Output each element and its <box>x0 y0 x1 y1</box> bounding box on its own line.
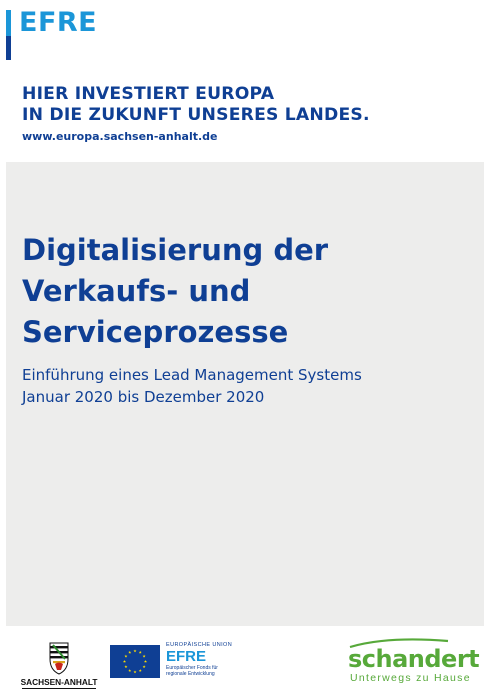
company-tagline: Unterwegs zu Hause <box>350 672 471 684</box>
title-line-3: Serviceprozesse <box>22 315 289 349</box>
eu-star-icon <box>142 665 146 669</box>
efre-logo-text: EFRE <box>19 7 98 38</box>
efre-logo-bar-dark <box>6 36 11 60</box>
eu-star-icon <box>138 668 142 672</box>
slogan-line-2: IN DIE ZUKUNFT UNSERES LANDES. <box>22 105 370 125</box>
state-label: SACHSEN-ANHALT <box>20 677 98 687</box>
footer-logos: SACHSEN-ANHALT EUROPÄISCHE UNION EFRE Eu… <box>0 630 489 691</box>
eu-fund-desc-1: Europäischer Fonds für <box>166 665 218 671</box>
eu-efre-logo: EUROPÄISCHE UNION EFRE Europäischer Fond… <box>166 642 232 677</box>
state-coat-of-arms-icon <box>49 642 69 675</box>
eu-fund-desc-2: regionale Entwicklung <box>166 671 215 677</box>
state-label-underline <box>22 688 96 689</box>
eu-star-icon <box>124 665 128 669</box>
eu-star-icon <box>133 670 137 674</box>
eu-star-icon <box>138 650 142 654</box>
sachsen-anhalt-logo: SACHSEN-ANHALT <box>20 640 98 690</box>
eu-star-icon <box>128 668 132 672</box>
title-line-1: Digitalisierung der <box>22 233 329 267</box>
document-title: Digitalisierung der Verkaufs- und Servic… <box>22 230 328 353</box>
subtitle-line-1: Einführung eines Lead Management Systems <box>22 366 362 384</box>
eu-flag-icon <box>110 645 160 678</box>
eu-star-icon <box>133 649 137 653</box>
eu-star-icon <box>124 654 128 658</box>
eu-star-icon <box>143 659 148 663</box>
document-subtitle: Einführung eines Lead Management Systems… <box>22 364 362 408</box>
title-line-2: Verkaufs- und <box>22 274 251 308</box>
schandert-logo: schandert Unterwegs zu Hause <box>348 638 480 686</box>
efre-logo-bar <box>6 10 11 60</box>
eu-fund-name: EFRE <box>166 648 207 665</box>
eu-star-icon <box>128 650 132 654</box>
slogan-line-1: HIER INVESTIERT EUROPA <box>22 84 275 104</box>
eu-union-label: EUROPÄISCHE UNION <box>166 642 233 648</box>
eu-star-icon <box>142 654 146 658</box>
website-url[interactable]: www.europa.sachsen-anhalt.de <box>22 130 218 143</box>
slogan-block: HIER INVESTIERT EUROPA IN DIE ZUKUNFT UN… <box>22 84 370 145</box>
schandert-roof-icon <box>349 638 449 648</box>
title-panel: Digitalisierung der Verkaufs- und Servic… <box>6 162 484 626</box>
eu-star-icon <box>122 659 127 663</box>
subtitle-line-2: Januar 2020 bis Dezember 2020 <box>22 388 265 406</box>
company-name: schandert <box>348 645 480 673</box>
